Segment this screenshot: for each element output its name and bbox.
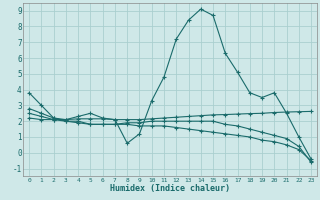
X-axis label: Humidex (Indice chaleur): Humidex (Indice chaleur) — [110, 184, 230, 193]
